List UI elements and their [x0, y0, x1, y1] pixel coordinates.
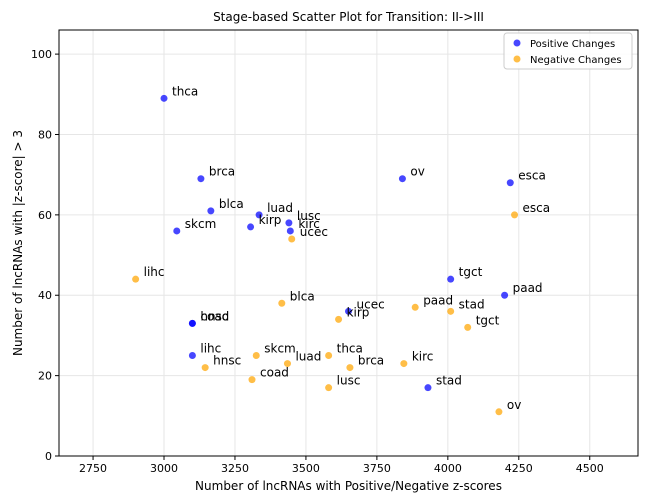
point-positive-paad	[501, 291, 509, 299]
point-negative-lusc	[325, 384, 333, 392]
point-negative-blca	[278, 299, 286, 307]
point-positive-brca	[197, 175, 205, 183]
point-label-positive-thca: thca	[172, 84, 198, 98]
point-label-positive-stad: stad	[436, 374, 462, 388]
point-label-negative-brca: brca	[358, 354, 384, 368]
point-label-positive-blca: blca	[219, 197, 244, 211]
point-positive-blca	[207, 207, 215, 215]
x-axis-label: Number of lncRNAs with Positive/Negative…	[195, 479, 502, 493]
x-tick-label: 4000	[434, 462, 462, 475]
point-label-negative-paad: paad	[423, 293, 453, 307]
point-label-positive-lusc: lusc	[297, 209, 321, 223]
point-label-negative-tgct: tgct	[476, 313, 500, 327]
point-label-positive-lihc: lihc	[200, 342, 221, 356]
point-negative-skcm	[252, 352, 260, 360]
y-tick-label: 80	[38, 128, 52, 141]
point-label-positive-brca: brca	[209, 165, 235, 179]
y-axis: 0 20 40 60 80 100	[31, 48, 59, 463]
point-label-negative-stad: stad	[459, 297, 485, 311]
point-positive-luad	[255, 211, 263, 219]
x-tick-label: 3000	[150, 462, 178, 475]
y-axis-label: Number of lncRNAs with |z-score| > 3	[11, 130, 25, 356]
point-positive-lihc	[188, 352, 196, 360]
point-negative-ucec	[288, 235, 296, 243]
plot-area	[58, 29, 639, 457]
point-negative-kirp	[335, 315, 343, 323]
legend-label-positive: Positive Changes	[530, 39, 615, 50]
legend: Positive Changes Negative Changes	[503, 32, 633, 70]
y-tick-label: 0	[45, 450, 52, 463]
point-negative-thca	[325, 352, 333, 360]
point-negative-hnsc	[201, 364, 209, 372]
y-tick-label: 100	[31, 48, 52, 61]
legend-marker-positive	[513, 39, 521, 47]
point-label-positive-tgct: tgct	[459, 265, 483, 279]
point-label-positive-ov: ov	[410, 165, 424, 179]
point-negative-ov	[495, 408, 503, 416]
point-negative-brca	[346, 364, 354, 372]
point-label-positive-skcm: skcm	[185, 217, 217, 231]
point-negative-stad	[447, 307, 455, 315]
legend-box	[503, 32, 633, 70]
y-tick-label: 40	[38, 289, 52, 302]
x-tick-label: 3250	[221, 462, 249, 475]
point-label-positive-paad: paad	[513, 281, 543, 295]
x-tick-label: 4500	[576, 462, 604, 475]
point-positive-lusc	[285, 219, 293, 227]
point-label-negative-ucec: ucec	[300, 225, 328, 239]
point-label-negative-blca: blca	[290, 289, 315, 303]
y-tick-label: 20	[38, 370, 52, 383]
point-positive-thca	[160, 94, 168, 102]
point-label-positive-kirp: kirp	[259, 213, 282, 227]
point-positive-ov	[398, 175, 406, 183]
point-label-positive-coad: coad	[200, 309, 229, 323]
point-negative-luad	[283, 360, 291, 368]
point-positive-kirp	[247, 223, 255, 231]
point-negative-tgct	[464, 323, 472, 331]
point-positive-tgct	[447, 275, 455, 283]
point-positive-stad	[424, 384, 432, 392]
x-tick-label: 3750	[363, 462, 391, 475]
point-label-negative-ov: ov	[507, 398, 521, 412]
legend-marker-negative	[513, 55, 521, 63]
point-label-positive-luad: luad	[267, 201, 293, 215]
point-positive-ucec	[345, 307, 352, 315]
point-label-negative-lusc: lusc	[337, 374, 361, 388]
point-negative-kirc	[400, 360, 408, 368]
x-axis: 2750 3000 3250 3500 3750 4000 4250 4500	[79, 456, 604, 475]
point-label-positive-esca: esca	[518, 169, 546, 183]
point-label-positive-kirc: kirc	[298, 217, 320, 231]
point-label-negative-esca: esca	[523, 201, 551, 215]
point-positive-kirc	[286, 227, 294, 235]
point-negative-lihc	[132, 275, 140, 283]
point-label-negative-coad: coad	[260, 366, 289, 380]
point-label-negative-skcm: skcm	[264, 342, 296, 356]
point-negative-paad	[411, 303, 419, 311]
x-tick-label: 4250	[505, 462, 533, 475]
point-negative-esca	[511, 211, 519, 219]
data-points	[132, 94, 519, 416]
grid	[59, 30, 638, 457]
point-label-negative-thca: thca	[337, 342, 363, 356]
point-label-negative-lihc: lihc	[144, 265, 165, 279]
point-label-negative-kirc: kirc	[412, 350, 434, 364]
point-label-negative-hnsc: hnsc	[213, 354, 241, 368]
point-label-negative-luad: luad	[295, 350, 321, 364]
point-label-negative-kirp: kirp	[347, 305, 370, 319]
legend-label-negative: Negative Changes	[530, 55, 622, 66]
point-positive-coad	[188, 319, 196, 327]
x-tick-label: 2750	[79, 462, 107, 475]
point-negative-coad	[248, 376, 256, 384]
x-tick-label: 3500	[292, 462, 320, 475]
y-tick-label: 60	[38, 209, 52, 222]
point-positive-skcm	[173, 227, 181, 235]
point-label-positive-hnsc: hnsc	[200, 309, 228, 323]
chart-title: Stage-based Scatter Plot for Transition:…	[213, 10, 484, 24]
point-positive-esca	[506, 179, 514, 187]
point-label-positive-ucec: ucec	[357, 297, 385, 311]
